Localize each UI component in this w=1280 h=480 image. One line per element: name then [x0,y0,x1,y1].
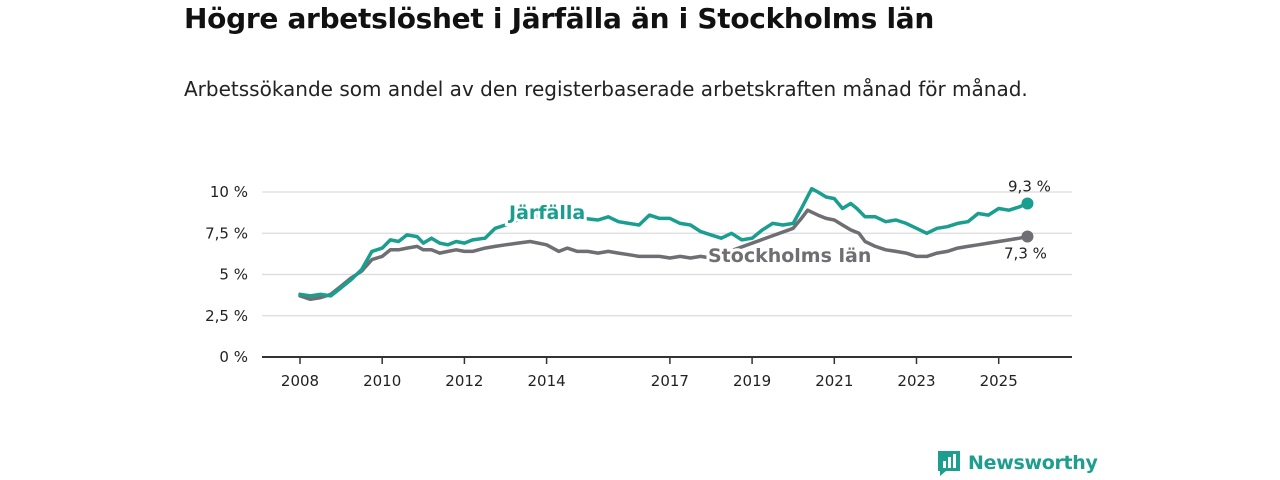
end-value-jarfalla: 9,3 % [1008,178,1051,196]
y-tick-label: 5 % [219,266,248,284]
y-tick-label: 7,5 % [205,224,248,242]
series-line-stockholms-lan [298,208,1030,302]
series-lines [298,186,1034,302]
brand-logo: Newsworthy [936,449,1098,477]
y-tick-label: 10 % [210,183,248,201]
y-axis-ticks: 0 % 2,5 % 5 % 7,5 % 10 % [205,183,248,366]
x-axis-ticks: 2008 2010 2012 2014 2017 2019 2021 2023 2025 [262,356,1072,390]
x-tick-label: 2025 [980,372,1018,390]
chart-subtitle: Arbetssökande som andel av den registerb… [184,77,1028,101]
brand-name: Newsworthy [968,452,1098,474]
x-tick-label: 2017 [651,372,689,390]
x-tick-label: 2008 [281,372,319,390]
x-tick-label: 2023 [897,372,935,390]
chart-title: Högre arbetslöshet i Järfälla än i Stock… [184,2,934,35]
series-line-jarfalla [298,186,1030,298]
x-tick-label: 2019 [733,372,771,390]
y-tick-label: 0 % [219,348,248,366]
newsworthy-logo-icon [938,451,960,476]
series-end-point [1021,230,1034,243]
series-label-stockholms-lan: Stockholms län [708,245,871,267]
x-tick-label: 2021 [815,372,853,390]
series-labels: Järfälla Stockholms län 9,3 % 7,3 % [504,178,1051,270]
x-tick-label: 2010 [363,372,401,390]
y-tick-label: 2,5 % [205,307,248,325]
x-tick-label: 2014 [528,372,566,390]
end-value-stockholms-lan: 7,3 % [1004,245,1047,263]
x-tick-label: 2012 [445,372,483,390]
series-end-point [1021,197,1034,210]
grid-lines [262,191,1072,317]
series-label-jarfalla: Järfälla [507,202,585,224]
